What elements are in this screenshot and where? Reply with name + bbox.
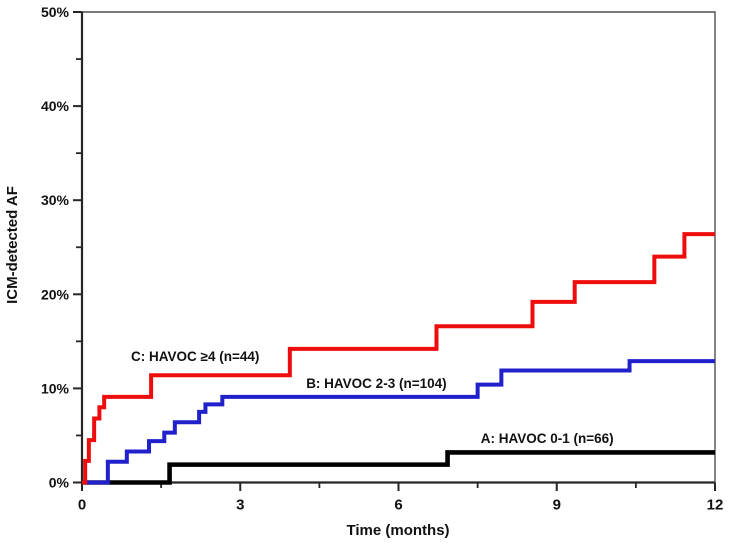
series-label-B: B: HAVOC 2-3 (n=104) (306, 376, 446, 391)
series-curve-A (82, 450, 715, 485)
series-label-C: C: HAVOC ≥4 (n=44) (131, 349, 259, 364)
y-tick-label: 0% (49, 475, 70, 491)
y-tick-label: 30% (41, 192, 70, 208)
series-label-A: A: HAVOC 0-1 (n=66) (481, 431, 614, 446)
plot-border-top-right (82, 11, 716, 483)
x-tick-label: 6 (394, 497, 402, 514)
x-tick-label: 0 (78, 497, 86, 514)
series-curve-C (82, 232, 715, 485)
axis-lines (80, 12, 715, 484)
y-axis-title: ICM-detected AF (4, 186, 21, 304)
y-tick-label: 50% (41, 4, 70, 20)
series-curve-B (82, 359, 715, 485)
x-axis-title: Time (months) (346, 522, 449, 539)
y-tick-label: 20% (41, 286, 70, 302)
x-tick-label: 3 (236, 497, 244, 514)
y-tick-label: 10% (41, 380, 70, 396)
x-tick-label: 9 (553, 497, 561, 514)
y-tick-label: 40% (41, 98, 70, 114)
x-tick-label: 12 (707, 497, 724, 514)
